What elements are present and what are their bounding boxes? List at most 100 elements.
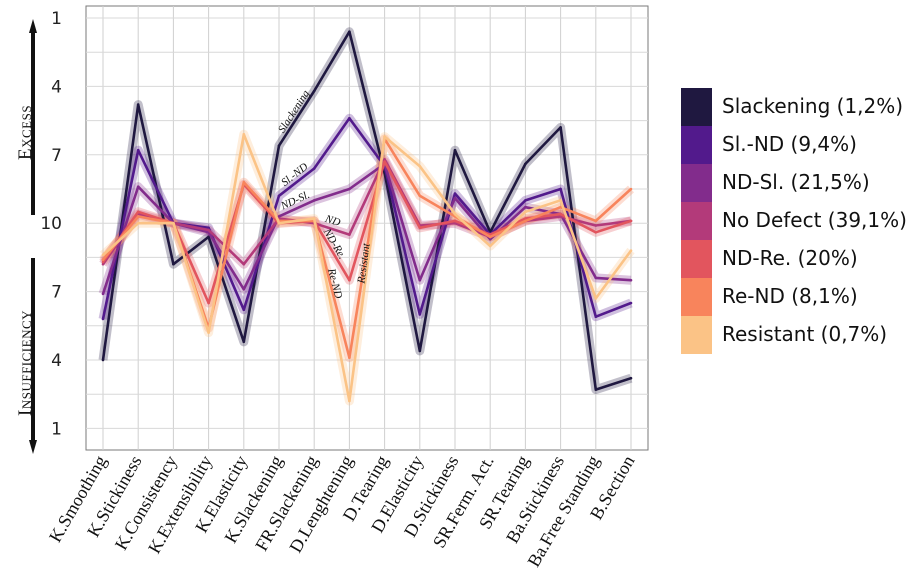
data-point <box>242 180 246 184</box>
series-line <box>101 30 632 391</box>
data-point <box>207 331 210 334</box>
legend-label: Sl.-ND (9,4%) <box>722 132 857 156</box>
legend-swatch <box>681 88 712 126</box>
data-point <box>418 194 422 198</box>
data-point <box>348 187 351 191</box>
data-point <box>418 278 422 282</box>
legend-item: Re-ND (8,1%) <box>681 278 909 316</box>
data-point <box>524 162 527 166</box>
data-point <box>101 253 105 257</box>
data-point <box>348 30 351 33</box>
data-point <box>312 89 316 93</box>
data-point <box>242 308 246 312</box>
y-tick-label: 4 <box>51 77 62 97</box>
data-point <box>594 231 598 234</box>
data-point <box>277 215 281 218</box>
data-point <box>101 292 105 296</box>
legend-label: Slackening (1,2%) <box>722 94 904 118</box>
y-tick-label: 1 <box>51 419 62 439</box>
data-point <box>629 187 633 191</box>
data-point <box>136 148 140 152</box>
legend-item: Sl.-ND (9,4%) <box>681 126 909 164</box>
data-point <box>383 135 386 138</box>
data-point <box>172 262 175 266</box>
legend-swatch <box>681 202 712 240</box>
y-tick-label: 1 <box>51 9 62 29</box>
data-point <box>312 199 316 202</box>
legend-label: Resistant (0,7%) <box>722 322 888 346</box>
data-point <box>172 221 175 225</box>
data-point <box>524 199 527 202</box>
data-point <box>136 210 140 214</box>
insufficiency-arrow <box>29 258 37 454</box>
inline-series-label: Resistant <box>355 242 372 285</box>
data-point <box>277 144 281 147</box>
legend-swatch <box>681 278 712 316</box>
data-point <box>559 187 562 191</box>
data-point <box>524 217 527 220</box>
y-tick-label: 7 <box>51 146 62 166</box>
data-point <box>453 196 457 200</box>
data-point <box>277 194 281 198</box>
data-point <box>594 297 598 300</box>
data-point <box>101 358 105 362</box>
data-point <box>488 235 492 239</box>
legend-item: Slackening (1,2%) <box>681 88 909 126</box>
y-tick-label: 10 <box>40 214 62 234</box>
data-point <box>101 258 105 262</box>
excess-arrow <box>29 19 37 215</box>
legend-swatch <box>681 126 712 164</box>
data-point <box>629 249 633 252</box>
data-point <box>101 317 105 321</box>
data-point <box>348 399 351 403</box>
data-point <box>207 235 210 239</box>
y-tick-labels: 1 4 7 10 7 4 1 <box>40 9 62 439</box>
data-point <box>453 221 457 225</box>
legend-item: ND-Re. (20%) <box>681 240 909 278</box>
data-point <box>594 224 598 227</box>
data-point <box>242 288 246 291</box>
data-point <box>629 219 633 223</box>
data-point <box>418 313 422 316</box>
data-point <box>101 260 105 264</box>
data-point <box>559 199 562 202</box>
legend-label: ND-Re. (20%) <box>722 246 858 270</box>
legend-swatch <box>681 164 712 202</box>
series-line <box>102 133 633 403</box>
data-point <box>488 244 492 248</box>
data-point <box>453 212 457 216</box>
data-point <box>594 388 598 391</box>
series-lines <box>101 30 633 403</box>
legend-label: ND-Sl. (21,5%) <box>722 170 870 194</box>
data-point <box>348 233 351 236</box>
data-point <box>242 340 246 344</box>
excess-axis-label: Excess <box>15 104 36 160</box>
legend-label: No Defect (39,1%) <box>722 208 907 232</box>
data-point <box>559 212 562 216</box>
x-tick-labels: K.SmoothingK.StickinessK.ConsistencyK.Ex… <box>45 452 639 570</box>
data-point <box>348 117 351 120</box>
data-point <box>418 349 422 353</box>
data-point <box>559 205 562 209</box>
data-point <box>207 226 210 230</box>
data-point <box>629 376 633 380</box>
data-point <box>453 148 457 152</box>
data-point <box>312 217 316 220</box>
data-point <box>383 158 386 161</box>
data-point <box>524 219 527 223</box>
data-point <box>242 133 246 136</box>
data-point <box>453 192 457 195</box>
data-point <box>418 164 422 168</box>
insufficiency-axis-label: Insufficiency <box>15 309 36 416</box>
legend-swatch <box>681 316 712 354</box>
data-point <box>629 278 633 282</box>
legend-item: ND-Sl. (21,5%) <box>681 164 909 202</box>
data-point <box>453 219 457 223</box>
data-point <box>524 210 527 214</box>
y-tick-label: 4 <box>51 351 62 371</box>
data-point <box>136 221 140 225</box>
data-point <box>418 226 422 230</box>
data-point <box>594 276 598 280</box>
series-line <box>101 160 632 305</box>
